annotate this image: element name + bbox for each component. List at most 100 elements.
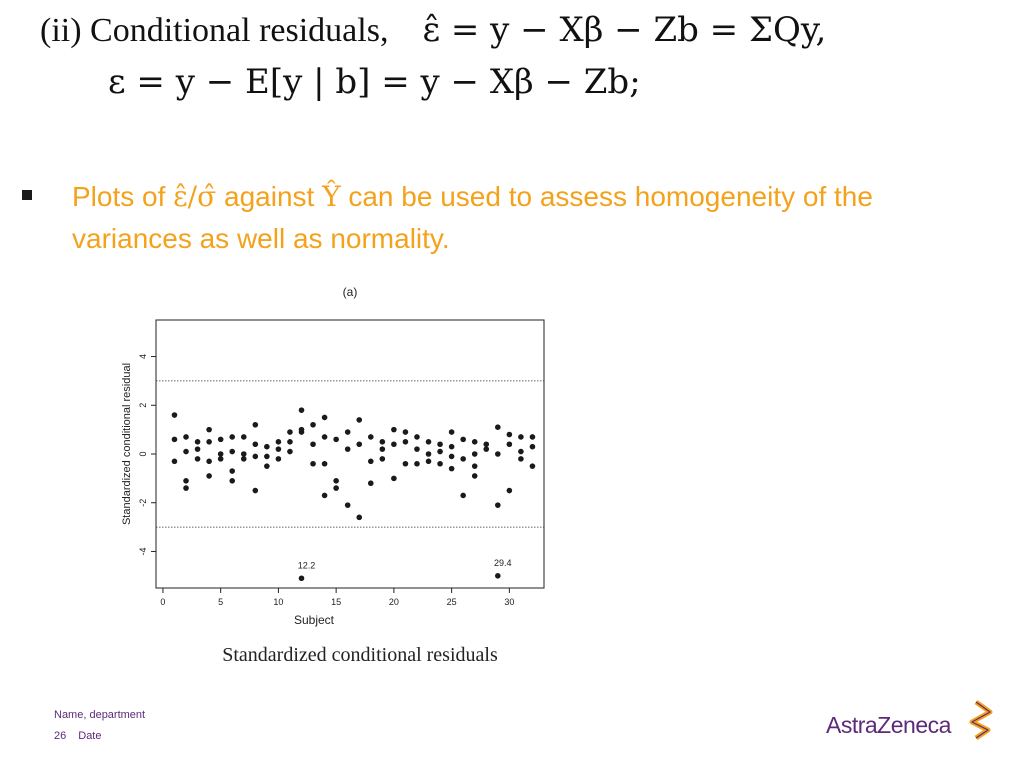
data-point <box>298 575 305 582</box>
data-point <box>529 443 536 450</box>
data-point <box>391 426 397 433</box>
data-point <box>448 443 455 450</box>
data-point <box>506 441 513 448</box>
data-point <box>344 446 351 452</box>
data-point <box>183 434 189 440</box>
footer-date: Date <box>78 730 102 742</box>
data-point <box>495 502 501 508</box>
data-point <box>264 463 270 469</box>
data-point <box>414 460 420 467</box>
data-point <box>171 436 178 443</box>
data-point <box>437 441 443 448</box>
x-axis-label: Subject <box>294 613 335 627</box>
astrazeneca-logo: AstraZeneca <box>826 700 996 748</box>
data-point <box>217 456 224 462</box>
data-point <box>495 451 501 457</box>
y-tick-label: 2 <box>138 403 148 408</box>
bullet-part-1: Plots of <box>72 181 174 212</box>
data-point <box>240 434 247 440</box>
data-point <box>379 439 386 445</box>
data-point <box>321 460 328 467</box>
data-point <box>310 421 316 428</box>
data-point <box>402 429 409 435</box>
data-point <box>356 514 363 521</box>
data-point <box>344 502 351 508</box>
data-point <box>252 487 259 494</box>
data-point <box>518 434 524 440</box>
data-point <box>448 465 455 472</box>
x-tick-label: 0 <box>160 597 165 607</box>
data-point <box>206 458 212 465</box>
data-point <box>471 439 478 445</box>
data-point <box>437 448 443 455</box>
x-tick-label: 25 <box>447 597 457 607</box>
data-point <box>229 434 236 440</box>
data-point <box>321 414 328 421</box>
formula-math-2: ε = y − E[y | b] = y − Xβ − Zb; <box>108 62 641 102</box>
data-point <box>483 441 490 448</box>
data-point <box>367 480 374 487</box>
data-point <box>437 460 443 467</box>
data-point <box>414 434 420 440</box>
data-point <box>194 446 201 452</box>
data-point <box>425 439 432 445</box>
data-point <box>391 441 397 448</box>
data-point <box>229 478 236 484</box>
data-point <box>310 460 316 467</box>
data-point <box>252 421 259 428</box>
y-tick-label: 4 <box>138 354 148 359</box>
point-annotation: 29.4 <box>494 558 512 568</box>
data-point <box>425 451 432 457</box>
x-tick-label: 30 <box>504 597 514 607</box>
data-point <box>240 451 247 457</box>
data-point <box>275 446 282 452</box>
data-point <box>402 439 409 445</box>
data-point <box>240 456 247 462</box>
bullet-part-2: against <box>216 181 323 212</box>
data-point <box>333 485 339 491</box>
data-point <box>252 453 259 460</box>
data-point <box>460 436 466 443</box>
x-tick-label: 20 <box>389 597 399 607</box>
data-point <box>229 448 236 455</box>
bullet-text: Plots of ε̂/σ̂ against Ŷ can be used to … <box>72 176 972 260</box>
data-point <box>356 417 363 423</box>
x-tick-label: 10 <box>273 597 283 607</box>
formula-prefix: (ii) Conditional residuals, <box>40 12 389 49</box>
data-point <box>217 451 224 457</box>
residual-scatter-plot: 0 5 10 15 20 25 30 -4 -2 0 2 4 Subject Standardized c… <box>121 319 545 627</box>
data-point <box>287 439 293 445</box>
data-point <box>448 453 455 460</box>
data-point <box>275 439 282 445</box>
data-point <box>460 456 466 462</box>
data-point <box>298 429 305 435</box>
ratio-symbol: ε̂/σ̂ <box>173 180 217 213</box>
data-point <box>321 492 328 499</box>
data-point <box>252 441 259 448</box>
point-annotation: 12.2 <box>298 560 316 570</box>
yhat-symbol: Ŷ <box>322 180 341 213</box>
x-tick-label: 5 <box>218 597 223 607</box>
data-point <box>402 460 409 467</box>
formula-math-1: ε̂ = y − Xβ − Zb = ΣQy, <box>422 10 827 50</box>
data-point <box>448 429 455 435</box>
data-point <box>471 473 478 479</box>
data-point <box>264 443 270 450</box>
data-point <box>171 458 178 465</box>
data-point <box>206 426 212 433</box>
footer-date-line: 26 Date <box>54 730 102 742</box>
data-point <box>367 458 374 465</box>
data-point <box>287 429 293 435</box>
page-number: 26 <box>54 730 67 742</box>
logo-mark-icon <box>969 700 993 740</box>
data-point <box>217 436 224 443</box>
data-point <box>321 434 328 440</box>
x-tick-label: 15 <box>331 597 341 607</box>
y-tick-label: -2 <box>138 499 148 507</box>
y-tick-label: 0 <box>138 451 148 456</box>
data-point <box>171 412 178 418</box>
data-point <box>471 463 478 469</box>
data-point <box>460 492 466 499</box>
data-point <box>275 456 282 462</box>
formula-line-2: ε = y − E[y | b] = y − Xβ − Zb; <box>108 62 641 102</box>
